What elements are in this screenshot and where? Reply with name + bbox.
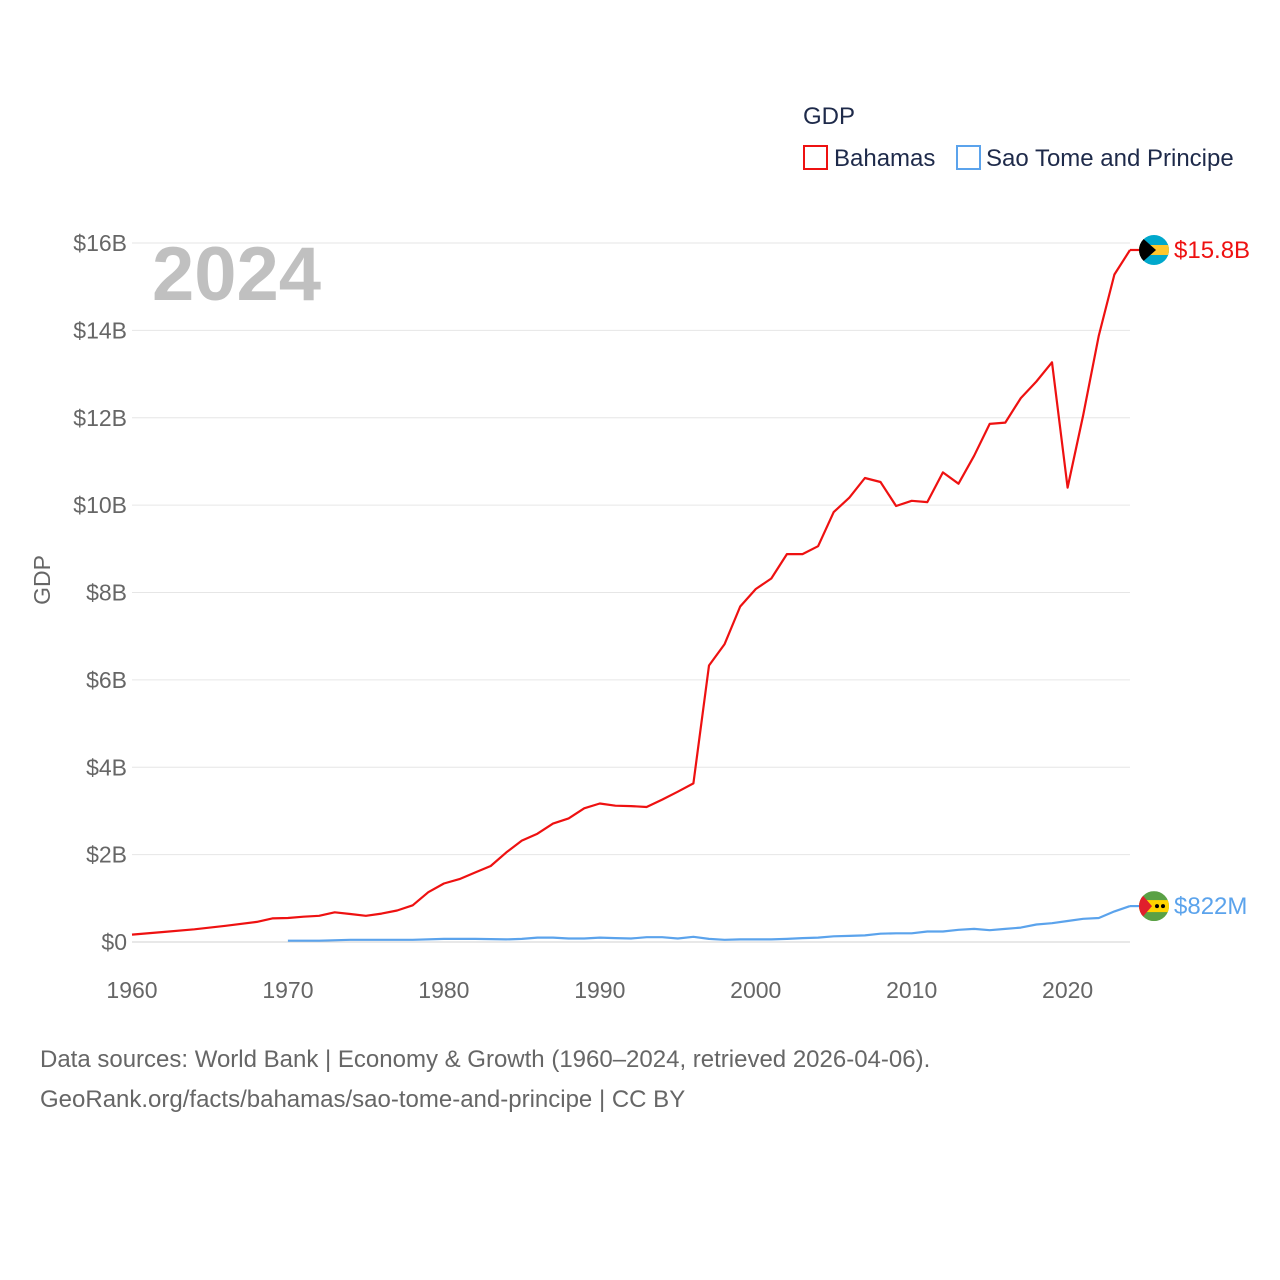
series-line-bahamas: [131, 249, 1131, 936]
series-line-sao-tome: [287, 905, 1131, 942]
gdp-line-chart: $0$2B$4B$6B$8B$10B$12B$14B$16B 1960 1970 1…: [29, 103, 1250, 1003]
y-tick-label: $2B: [86, 842, 127, 868]
legend-swatch-bahamas: [803, 145, 828, 170]
legend-title: GDP: [803, 103, 855, 130]
legend-swatch-sao-tome: [956, 145, 981, 170]
legend-label-bahamas: Bahamas: [834, 145, 935, 172]
x-tick-label: 2010: [886, 977, 937, 1003]
y-tick-label: $12B: [73, 405, 127, 431]
x-tick-label: 2000: [730, 977, 781, 1003]
x-tick-label: 1990: [574, 977, 625, 1003]
footer-sources: Data sources: World Bank | Economy & Gro…: [40, 1040, 1240, 1120]
x-tick-label: 2020: [1042, 977, 1093, 1003]
end-value-label: $15.8B: [1174, 237, 1250, 264]
y-tick-label: $4B: [86, 754, 127, 780]
footer-source-line: Data sources: World Bank | Economy & Gro…: [40, 1046, 931, 1073]
x-tick-label: 1970: [262, 977, 313, 1003]
x-tick-label: 1960: [106, 977, 157, 1003]
series-end-markers: $15.8B $822M: [1130, 234, 1250, 922]
y-tick-label: $16B: [73, 230, 127, 256]
y-axis-ticks: $0 $2B $4B $6B $8B $10B $12B $14B $16B: [73, 230, 127, 955]
legend-item-sao-tome[interactable]: Sao Tome and Principe: [956, 145, 1234, 172]
y-tick-label: $10B: [73, 492, 127, 518]
y-tick-label: $8B: [86, 580, 127, 606]
legend: GDP Bahamas Sao Tome and Principe: [803, 103, 1234, 172]
year-label: 2024: [152, 232, 321, 317]
footer-link-line[interactable]: GeoRank.org/facts/bahamas/sao-tome-and-p…: [40, 1086, 686, 1113]
y-axis-label: GDP: [29, 555, 55, 605]
y-tick-label: $14B: [73, 317, 127, 343]
legend-label-sao-tome: Sao Tome and Principe: [986, 145, 1234, 172]
series-lines: [131, 249, 1131, 942]
x-axis-ticks: 1960 1970 1980 1990 2000 2010 2020: [106, 977, 1093, 1003]
legend-item-bahamas[interactable]: Bahamas: [803, 145, 935, 172]
grid-lines: [132, 242, 1130, 943]
y-tick-label: $6B: [86, 667, 127, 693]
end-value-label: $822M: [1174, 893, 1247, 920]
sao-tome-flag-icon: [1139, 891, 1169, 922]
x-tick-label: 1980: [418, 977, 469, 1003]
y-tick-label: $0: [101, 929, 127, 955]
bahamas-flag-icon: [1139, 234, 1169, 265]
